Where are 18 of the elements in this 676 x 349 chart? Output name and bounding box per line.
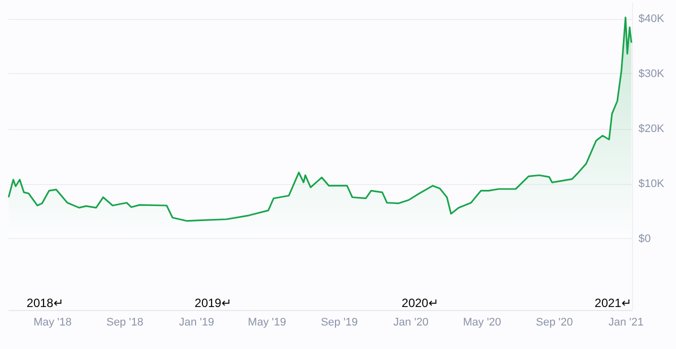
y-tick-label: $20K: [638, 123, 665, 135]
y-tick-label: $30K: [638, 68, 665, 80]
x-tick-label: Jan '21: [608, 316, 644, 328]
annotation: 2020↵: [402, 296, 438, 310]
x-tick-label: Sep '19: [320, 316, 358, 328]
x-tick-label: Sep '20: [536, 316, 573, 328]
annotation: 2021↵: [594, 296, 632, 310]
annotation: 2019↵: [194, 296, 232, 310]
x-tick-label: May '19: [248, 316, 286, 328]
y-tick-label: $0: [638, 233, 651, 245]
y-tick-label: $40K: [638, 13, 665, 25]
y-tick-label: $10K: [638, 178, 665, 190]
x-tick-label: Jan '20: [393, 316, 429, 328]
x-tick-label: May '20: [462, 316, 502, 328]
x-tick-label: Jan '19: [178, 316, 214, 328]
x-tick-label: May '18: [33, 316, 72, 328]
annotation: 2018↵: [26, 296, 64, 310]
x-tick-label: Sep '18: [106, 316, 144, 328]
